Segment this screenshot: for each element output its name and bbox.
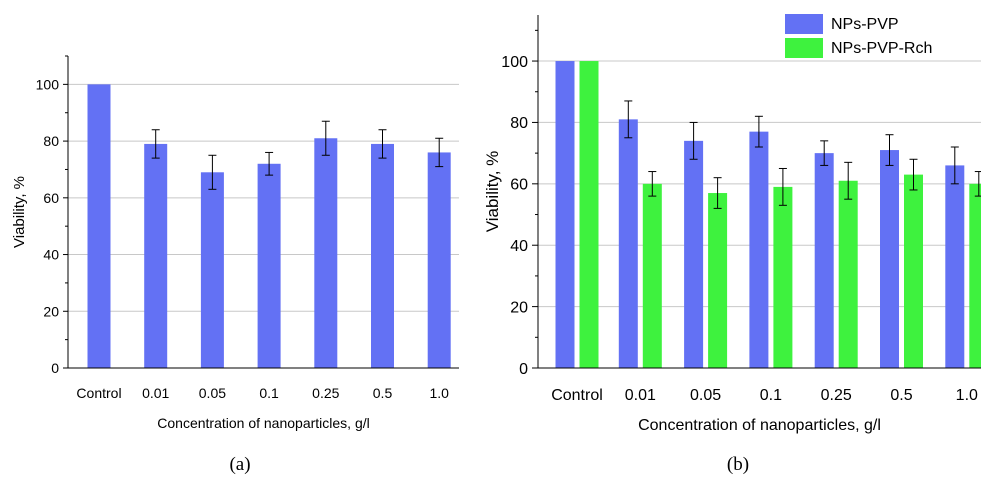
y-tick-label: 0 xyxy=(51,360,59,376)
legend-swatch xyxy=(785,38,823,58)
y-tick-label: 20 xyxy=(43,303,59,319)
legend-label: NPs-PVP-Rch xyxy=(831,40,932,57)
bar xyxy=(880,150,899,368)
y-tick-label: 80 xyxy=(510,115,528,132)
x-tick-label: Control xyxy=(76,385,121,401)
bar xyxy=(642,183,662,368)
panel-label: (a) xyxy=(229,454,250,475)
y-tick-label: 60 xyxy=(43,190,59,206)
bar xyxy=(749,131,769,368)
bar xyxy=(144,143,168,368)
bar xyxy=(257,163,281,368)
legend-swatch xyxy=(785,14,823,34)
y-tick-label: 20 xyxy=(510,299,528,316)
bar xyxy=(555,61,575,368)
chart-panel-b: 0 20 40 60 80 100 Control 0.01 0.05 0.1 0.25 0.5 1.0… xyxy=(483,14,981,475)
y-tick-label: 100 xyxy=(36,76,60,92)
y-tick-label: 80 xyxy=(43,133,59,149)
x-tick-label: 0.01 xyxy=(625,387,656,404)
y-tick-label: 40 xyxy=(43,247,59,263)
bar xyxy=(371,143,394,368)
x-tick-label: 0.25 xyxy=(821,387,852,404)
x-tick-label: Control xyxy=(551,387,603,404)
bar xyxy=(708,193,728,368)
bar xyxy=(838,180,858,368)
bar xyxy=(618,119,638,368)
bar xyxy=(87,84,111,368)
x-tick-label: 0.5 xyxy=(373,385,393,401)
y-tick-label: 100 xyxy=(501,54,528,71)
y-axis-label: Viability, % xyxy=(11,176,28,248)
bar xyxy=(904,174,923,368)
y-tick-label: 60 xyxy=(510,177,528,194)
bar xyxy=(945,165,965,368)
chart-panel-a: 0 20 40 60 80 100 Control 0.01 0.05 0.1 0.25 0.5 1.0… xyxy=(11,55,459,475)
x-tick-label: 0.5 xyxy=(890,387,912,404)
x-tick-label: 0.25 xyxy=(312,385,339,401)
x-tick-label: 0.1 xyxy=(259,385,279,401)
bar xyxy=(427,152,451,368)
bar xyxy=(579,61,599,368)
bar xyxy=(200,172,224,368)
x-axis-label: Concentration of nanoparticles, g/l xyxy=(157,415,369,431)
x-tick-label: 1.0 xyxy=(956,387,978,404)
x-tick-label: 0.01 xyxy=(142,385,169,401)
y-tick-label: 0 xyxy=(519,361,528,378)
bar xyxy=(684,140,704,368)
legend-label: NPs-PVP xyxy=(831,16,899,33)
bar xyxy=(314,138,338,368)
y-tick-label: 40 xyxy=(510,238,528,255)
x-tick-label: 0.1 xyxy=(760,387,782,404)
bar xyxy=(773,186,793,368)
bar xyxy=(969,183,981,368)
x-axis-label: Concentration of nanoparticles, g/l xyxy=(638,417,881,434)
x-tick-label: 0.05 xyxy=(199,385,226,401)
panel-label: (b) xyxy=(727,454,749,475)
bar xyxy=(814,153,834,368)
x-tick-label: 1.0 xyxy=(429,385,449,401)
y-axis-label: Viability, % xyxy=(483,151,502,233)
x-tick-label: 0.05 xyxy=(690,387,721,404)
